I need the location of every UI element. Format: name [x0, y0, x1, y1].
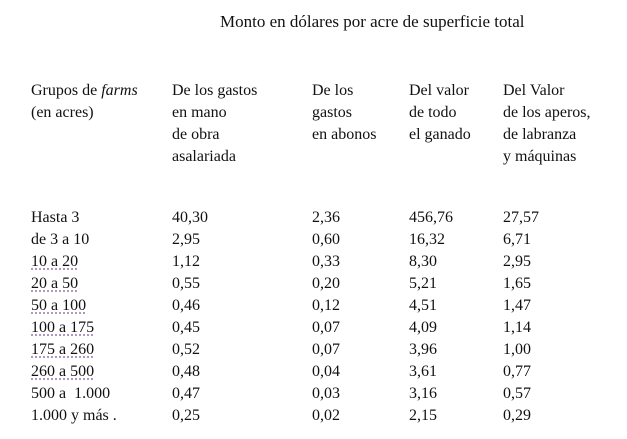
row-label: 50 a 100 — [31, 297, 87, 314]
cell-fertilizer: 2,36 — [312, 209, 340, 226]
cell-fertilizer: 0,12 — [312, 297, 340, 314]
cell-fertilizer: 0,60 — [312, 231, 340, 248]
cell-equipment: 0,77 — [503, 363, 531, 380]
table-row: 10 a 20 1,12 0,33 8,30 2,95 — [0, 251, 627, 273]
row-label: 1.000 y más . — [31, 407, 117, 424]
cell-labor: 0,47 — [172, 385, 200, 402]
header-labor-costs: De los gastos en mano de obra asalariada — [172, 82, 258, 165]
header-equipment-value: Del Valor de los aperos, de labranza y m… — [503, 82, 591, 165]
cell-equipment: 27,57 — [503, 209, 539, 226]
row-label: 20 a 50 — [31, 275, 79, 292]
table-row: Hasta 3 40,30 2,36 456,76 27,57 — [0, 207, 627, 229]
cell-labor: 0,46 — [172, 297, 200, 314]
cell-equipment: 1,65 — [503, 275, 531, 292]
cell-livestock: 5,21 — [409, 275, 437, 292]
row-label: 10 a 20 — [31, 253, 79, 270]
cell-fertilizer: 0,04 — [312, 363, 340, 380]
header-fertilizer-costs: De los gastos en abonos — [312, 82, 377, 143]
row-label: 175 a 260 — [31, 341, 95, 358]
cell-fertilizer: 0,20 — [312, 275, 340, 292]
row-label: 100 a 175 — [31, 319, 95, 336]
cell-fertilizer: 0,07 — [312, 341, 340, 358]
cell-livestock: 8,30 — [409, 253, 437, 270]
cell-fertilizer: 0,03 — [312, 385, 340, 402]
cell-livestock: 3,96 — [409, 341, 437, 358]
cell-fertilizer: 0,02 — [312, 407, 340, 424]
cell-labor: 1,12 — [172, 253, 200, 270]
table-row: 50 a 100 0,46 0,12 4,51 1,47 — [0, 295, 627, 317]
row-label: de 3 a 10 — [31, 231, 90, 248]
cell-fertilizer: 0,07 — [312, 319, 340, 336]
cell-livestock: 2,15 — [409, 407, 437, 424]
cell-equipment: 1,14 — [503, 319, 531, 336]
cell-livestock: 16,32 — [409, 231, 445, 248]
table-row: 100 a 175 0,45 0,07 4,09 1,14 — [0, 317, 627, 339]
header-farm-groups-line-2: (en acres) — [31, 104, 94, 121]
table-row: de 3 a 10 2,95 0,60 16,32 6,71 — [0, 229, 627, 251]
cell-livestock: 3,16 — [409, 385, 437, 402]
header-livestock-value: Del valor de todo el ganado — [409, 82, 471, 143]
table-body: Hasta 3 40,30 2,36 456,76 27,57 de 3 a 1… — [0, 207, 627, 427]
cell-equipment: 1,00 — [503, 341, 531, 358]
cell-equipment: 1,47 — [503, 297, 531, 314]
cell-labor: 2,95 — [172, 231, 200, 248]
cell-equipment: 0,29 — [503, 407, 531, 424]
row-label: 260 a 500 — [31, 363, 95, 380]
cell-labor: 40,30 — [172, 209, 208, 226]
table-row: 500 a 1.000 0,47 0,03 3,16 0,57 — [0, 383, 627, 405]
header-farm-groups-line-1: Grupos de farms — [31, 82, 138, 99]
cell-livestock: 4,51 — [409, 297, 437, 314]
table-title: Monto en dólares por acre de superficie … — [220, 12, 525, 31]
header-farm-groups: Grupos de farms (en acres) — [31, 80, 138, 124]
row-label: Hasta 3 — [31, 209, 80, 226]
cell-labor: 0,48 — [172, 363, 200, 380]
row-label: 500 a 1.000 — [31, 385, 111, 402]
cell-livestock: 456,76 — [409, 209, 453, 226]
table-row: 20 a 50 0,55 0,20 5,21 1,65 — [0, 273, 627, 295]
cell-fertilizer: 0,33 — [312, 253, 340, 270]
cell-equipment: 6,71 — [503, 231, 531, 248]
cell-equipment: 2,95 — [503, 253, 531, 270]
cell-livestock: 4,09 — [409, 319, 437, 336]
cell-labor: 0,45 — [172, 319, 200, 336]
table-row: 1.000 y más . 0,25 0,02 2,15 0,29 — [0, 405, 627, 427]
cell-labor: 0,55 — [172, 275, 200, 292]
table-row: 260 a 500 0,48 0,04 3,61 0,77 — [0, 361, 627, 383]
cell-equipment: 0,57 — [503, 385, 531, 402]
cell-labor: 0,52 — [172, 341, 200, 358]
table-row: 175 a 260 0,52 0,07 3,96 1,00 — [0, 339, 627, 361]
cell-livestock: 3,61 — [409, 363, 437, 380]
cell-labor: 0,25 — [172, 407, 200, 424]
